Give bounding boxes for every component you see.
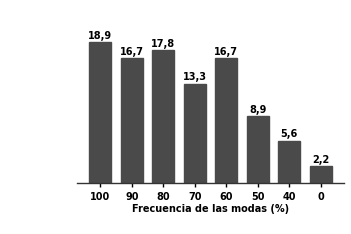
Text: 2,2: 2,2 [312,155,330,165]
Text: 17,8: 17,8 [151,39,176,49]
Bar [278,141,300,183]
Bar [152,50,174,183]
Text: 5,6: 5,6 [281,129,298,139]
X-axis label: Frecuencia de las modas (%): Frecuencia de las modas (%) [132,204,289,214]
Text: 18,9: 18,9 [88,31,112,41]
Bar [184,84,206,183]
Bar [90,42,111,183]
Text: 16,7: 16,7 [120,47,144,57]
Text: 16,7: 16,7 [214,47,238,57]
Bar [247,117,269,183]
Text: 8,9: 8,9 [249,105,266,115]
Bar [121,58,143,183]
Bar [310,166,332,183]
Text: 13,3: 13,3 [183,72,207,82]
Bar [215,58,237,183]
